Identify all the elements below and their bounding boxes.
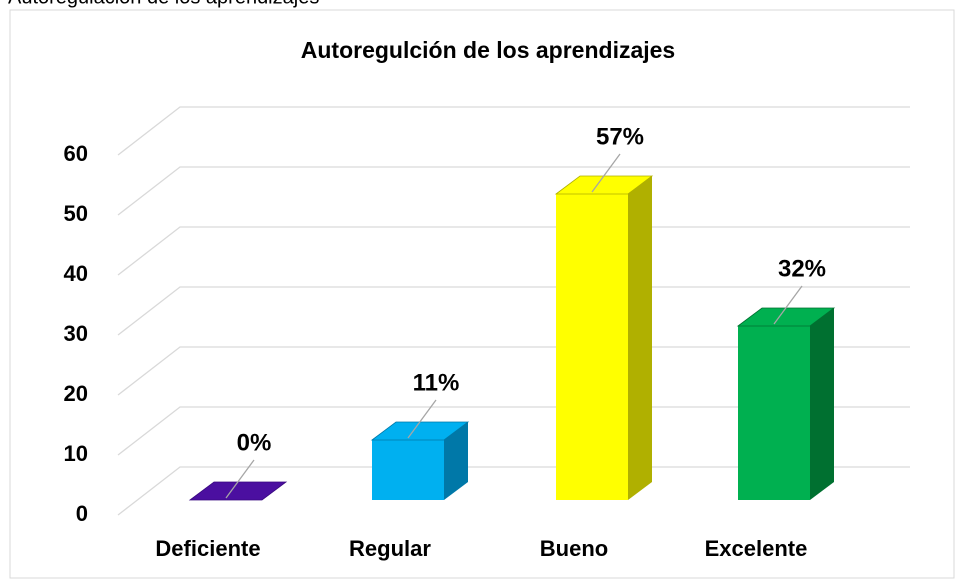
leader-line	[591, 153, 621, 193]
x-tick-label: Regular	[349, 536, 431, 561]
y-tick-label: 20	[64, 381, 88, 406]
grid-line	[117, 406, 910, 456]
grid-line	[117, 226, 910, 276]
bar-top	[554, 175, 654, 195]
grid-line	[117, 346, 910, 396]
x-tick-label: Excelente	[705, 536, 808, 561]
bar-front	[372, 440, 444, 500]
data-label: 32%	[778, 255, 826, 282]
grid-line	[117, 166, 910, 216]
bar-side	[444, 422, 468, 500]
y-tick-label: 60	[64, 141, 88, 166]
chart-title: Autoregulción de los aprendizajes	[301, 37, 675, 63]
grid-line	[117, 466, 910, 516]
bar-side	[628, 176, 652, 500]
bar-top	[370, 421, 470, 441]
caption: Autoregulación de los aprendizajes	[8, 0, 319, 8]
data-label: 57%	[596, 123, 644, 150]
y-tick-label: 10	[64, 441, 88, 466]
y-tick-label: 0	[76, 501, 88, 526]
bar-front	[738, 326, 810, 500]
data-label: 11%	[413, 369, 460, 396]
leader-line	[773, 285, 803, 325]
bar-top	[736, 307, 836, 327]
x-tick-label: Bueno	[540, 536, 608, 561]
bar-side	[810, 308, 834, 500]
grid-line	[117, 286, 910, 336]
bar-front	[556, 194, 628, 500]
leader-line	[225, 459, 255, 499]
x-tick-label: Deficiente	[155, 536, 260, 561]
leader-line	[407, 399, 437, 439]
y-tick-label: 30	[64, 321, 88, 346]
grid-line	[117, 106, 910, 156]
data-label: 0%	[237, 429, 272, 456]
y-tick-label: 50	[64, 201, 88, 226]
bar-top	[188, 481, 288, 501]
y-tick-label: 40	[64, 261, 88, 286]
